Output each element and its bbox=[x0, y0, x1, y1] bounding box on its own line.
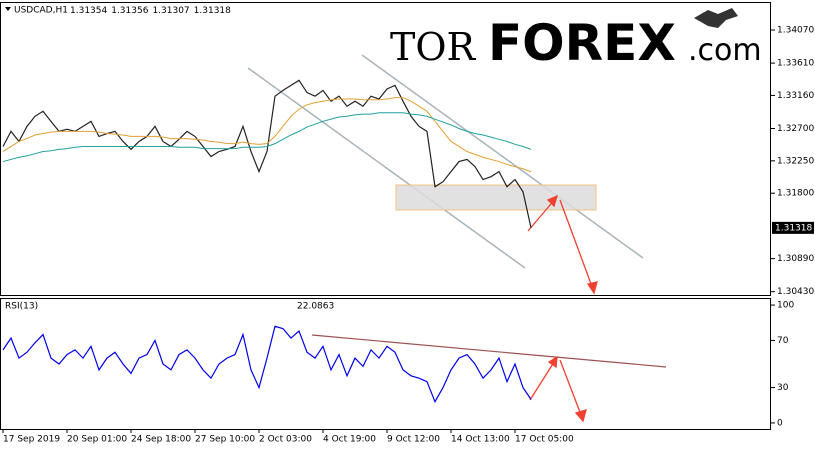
arrow-down bbox=[559, 199, 595, 293]
rsi-arrow-down bbox=[559, 359, 584, 421]
symbol: USDCAD,H1 bbox=[14, 6, 68, 16]
rsi-panel bbox=[0, 298, 771, 430]
ohlc-value: 1.31318 bbox=[194, 6, 231, 16]
x-tick-label: 20 Sep 01:00 bbox=[67, 435, 127, 445]
series-line bbox=[2, 79, 532, 228]
y-tick-label: 1.34070 bbox=[777, 26, 814, 36]
logo-bull bbox=[694, 8, 738, 28]
support-zone bbox=[395, 184, 597, 211]
x-tick-label: 27 Sep 10:00 bbox=[195, 435, 255, 445]
logo-forex: FOREX bbox=[488, 14, 676, 72]
y-tick-label: 1.32700 bbox=[777, 124, 814, 134]
arrow-head bbox=[586, 281, 598, 295]
rsi-value: 22.0863 bbox=[297, 302, 334, 312]
x-tick-label: 17 Oct 05:00 bbox=[515, 435, 574, 445]
rsi-arrow-up bbox=[529, 358, 557, 401]
ohlc: 1.31354 1.31356 1.31307 1.31318 bbox=[70, 6, 231, 16]
last-price-box bbox=[772, 221, 814, 234]
arrow-head bbox=[547, 355, 558, 369]
y-tick-label: 70 bbox=[777, 336, 789, 346]
x-tick-label: 14 Oct 13:00 bbox=[451, 435, 510, 445]
last-price-label: 1.31318 bbox=[775, 223, 812, 233]
logo-tor: TOR bbox=[390, 25, 476, 69]
y-tick-label: 1.32250 bbox=[777, 156, 814, 166]
y-tick-label: 1.30430 bbox=[777, 287, 814, 297]
forecast-arrows bbox=[527, 194, 598, 423]
channel-upper bbox=[361, 54, 644, 259]
y-tick-label: 100 bbox=[777, 301, 794, 311]
y-tick-label: 0 bbox=[777, 418, 783, 428]
series-line bbox=[2, 112, 532, 163]
ohlc-value: 1.31356 bbox=[111, 6, 148, 16]
x-tick-label: 17 Sep 2019 bbox=[3, 435, 60, 445]
y-tick-label: 1.30890 bbox=[777, 254, 814, 264]
x-tick-label: 4 Oct 19:00 bbox=[323, 435, 376, 445]
ohlc-value: 1.31354 bbox=[70, 6, 107, 16]
y-tick-label: 1.33610 bbox=[777, 59, 814, 69]
logo-com: .com bbox=[688, 33, 762, 68]
ohlc-value: 1.31307 bbox=[152, 6, 189, 16]
x-tick-label: 24 Sep 18:00 bbox=[131, 435, 191, 445]
y-tick-label: 30 bbox=[777, 383, 789, 393]
rsi-trendline bbox=[311, 334, 667, 368]
logo: TOR FOREX .com bbox=[390, 8, 762, 72]
series-line bbox=[2, 325, 532, 404]
header-marker bbox=[5, 7, 11, 11]
price-panel bbox=[0, 2, 771, 296]
x-tick-label: 2 Oct 03:00 bbox=[259, 435, 312, 445]
arrow-head bbox=[546, 194, 559, 208]
x-tick-label: 9 Oct 12:00 bbox=[387, 435, 440, 445]
arrow-head bbox=[574, 409, 587, 423]
y-tick-label: 1.31800 bbox=[777, 189, 814, 199]
channel-lower bbox=[247, 67, 526, 269]
rsi-name: RSI(13) bbox=[5, 302, 38, 312]
y-tick-label: 1.33160 bbox=[777, 91, 814, 101]
series-line bbox=[2, 97, 532, 173]
